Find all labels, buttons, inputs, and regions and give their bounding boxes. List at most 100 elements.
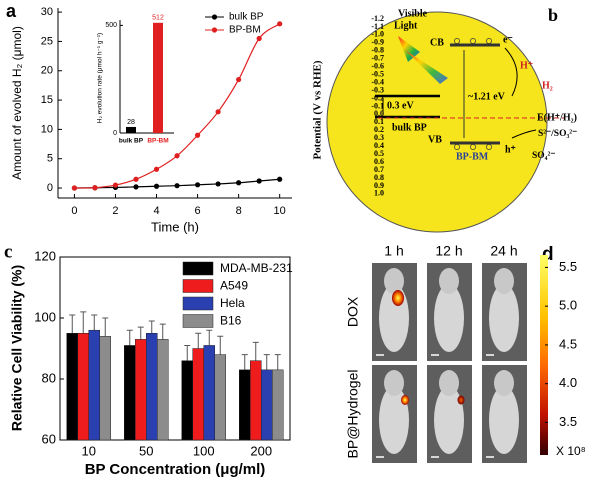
marker	[277, 176, 283, 182]
axis-tick-label: 0.5	[374, 149, 384, 158]
prism	[398, 36, 420, 62]
bar	[192, 348, 204, 441]
light-label: Light	[394, 20, 418, 31]
marker	[215, 181, 221, 187]
marker	[236, 76, 242, 83]
sacrificial-label: S²⁻/SO₃²⁻	[538, 129, 577, 139]
axis-tick-label: -0.8	[371, 46, 384, 55]
bar	[239, 369, 251, 441]
x-tick-label: bulk BP	[119, 138, 144, 145]
y-tick-label: 5	[47, 153, 53, 165]
x-tick-label: 100	[193, 443, 215, 458]
bulk-label: bulk BP	[392, 122, 427, 133]
material-label: BP-BM	[456, 151, 489, 162]
x-tick-label: 0	[71, 205, 77, 217]
bar	[272, 369, 284, 441]
axis-tick-label: -0.2	[371, 93, 384, 102]
y-tick-label: 60	[42, 431, 56, 446]
bar	[250, 360, 262, 441]
y-tick-label: 0	[47, 182, 53, 194]
marker	[215, 109, 221, 115]
bar	[261, 369, 273, 441]
light-ray	[405, 50, 448, 84]
marker	[174, 153, 180, 159]
legend-label: B16	[220, 314, 242, 328]
line	[74, 23, 281, 189]
axis-tick-label: -0.4	[371, 77, 384, 86]
electron	[454, 38, 460, 44]
marker	[174, 183, 180, 189]
mouse-head	[439, 268, 459, 294]
mouse-head	[494, 268, 514, 294]
axis-tick-label: 0.6	[374, 157, 384, 166]
bar	[157, 339, 169, 441]
panel-label: b	[548, 5, 558, 25]
marker	[194, 182, 201, 188]
axis-tick-label: -1.0	[371, 30, 384, 39]
marker	[277, 21, 283, 27]
x-tick-label: 10	[82, 443, 96, 458]
row-label: DOX	[345, 296, 361, 327]
x-tick-label: 6	[195, 205, 201, 217]
axis-tick-label: 0.9	[374, 181, 384, 190]
y-axis-label: Relative Cell Viability (%)	[9, 265, 25, 431]
electron-label: e⁻	[503, 34, 513, 45]
panel-label: a	[6, 1, 17, 21]
colorbar-tick-label: 5.0	[559, 298, 577, 313]
x-tick-label: 2	[112, 205, 118, 217]
x-tick-label: 8	[236, 205, 242, 217]
y-tick-label: 25	[41, 35, 53, 47]
axis-tick-label: -0.5	[371, 69, 384, 78]
legend-label: A549	[220, 279, 248, 293]
x-axis-label: Time (h)	[151, 219, 199, 234]
bar	[135, 339, 147, 441]
bulk-gap-label: 0.3 eV	[387, 100, 414, 111]
axis-tick-label: -1.2	[371, 14, 384, 23]
marker	[194, 132, 201, 138]
mouse-body	[434, 284, 464, 352]
x-tick-label: 50	[139, 443, 153, 458]
marker	[133, 184, 139, 190]
x-tick-label: 4	[153, 205, 159, 217]
marker	[133, 176, 139, 182]
legend-label: bulk BP	[229, 12, 264, 23]
mouse-body	[489, 386, 519, 454]
marker	[153, 183, 160, 189]
mouse-head	[439, 370, 459, 396]
y-tick-label: 10	[41, 123, 53, 135]
axis-tick-label: 0.2	[374, 125, 384, 134]
legend-label: BP-BM	[229, 25, 261, 36]
axis-tick-label: 0.0	[374, 109, 384, 118]
axis-tick-label: -1.1	[371, 22, 384, 31]
axis-tick-label: -0.1	[371, 101, 384, 110]
potential-label: E(H⁺/H₂)	[537, 112, 577, 123]
legend-label: MDA-MB-231	[220, 261, 293, 275]
axis-tick-label: 0.1	[374, 117, 384, 126]
mouse-body	[489, 284, 519, 352]
axis-tick-label: -0.7	[371, 54, 384, 63]
axis-tick-label: -0.9	[371, 38, 384, 47]
axis-tick-label: 0.8	[374, 173, 384, 182]
colorbar-tick-label: 4.0	[559, 375, 577, 390]
y-tick-label: 30	[41, 6, 53, 18]
vb-label: VB	[428, 134, 442, 145]
y-tick-label: 500	[105, 22, 117, 29]
legend-marker	[211, 27, 218, 33]
signal	[392, 290, 404, 306]
mouse-body	[379, 386, 409, 454]
row-label: BP@Hydrogel	[345, 370, 361, 459]
marker	[256, 35, 262, 42]
plot-frame	[59, 256, 291, 441]
y-tick-label: 0	[113, 130, 117, 137]
marker	[71, 185, 78, 191]
cb-label: CB	[430, 37, 444, 48]
marker	[256, 178, 262, 184]
bar	[126, 126, 136, 133]
legend-marker	[211, 14, 218, 20]
marker	[112, 182, 119, 188]
electron	[486, 38, 492, 44]
x-axis-label: BP Concentration (μg/ml)	[85, 461, 266, 478]
axis-tick-label: -0.3	[371, 85, 384, 94]
